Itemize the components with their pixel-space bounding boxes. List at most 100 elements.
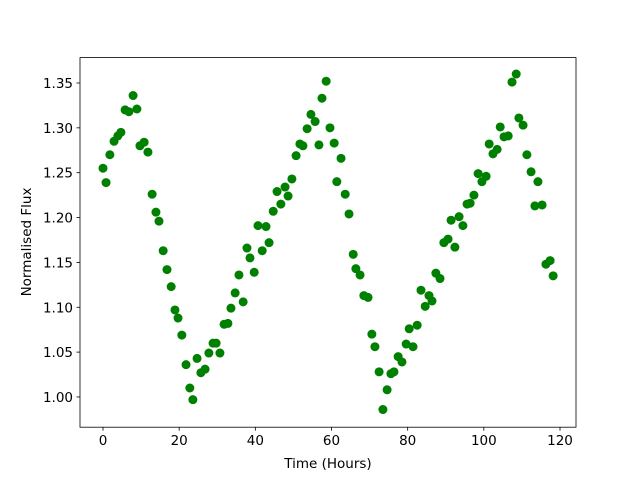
point [514,113,524,123]
point [317,93,327,103]
point [283,191,293,201]
x-axis-label: Time (Hours) [283,456,371,472]
point [329,138,339,148]
point [298,141,308,151]
y-axis-label: Normalised Flux [19,188,35,297]
x-tick-label: 120 [547,433,573,449]
point [257,246,267,256]
point [495,122,505,132]
point [181,360,191,370]
x-tick-label: 20 [171,433,188,449]
point [151,207,161,217]
point [101,178,111,188]
point [124,107,134,117]
x-tick-label: 100 [471,433,497,449]
point [253,221,263,231]
y-tick-label: 1.15 [43,255,73,271]
point [458,221,468,231]
y-tick-label: 1.10 [43,300,73,316]
point [98,163,108,173]
point [132,104,142,114]
point [340,189,350,199]
point [105,150,115,160]
point [314,140,324,150]
point [545,256,555,266]
point [389,367,399,377]
point [272,187,282,197]
point [242,243,252,253]
point [548,271,558,281]
point [332,177,342,187]
point [507,77,517,87]
point [344,209,354,219]
point [473,169,483,179]
point [211,338,221,348]
point [404,324,414,334]
point [435,274,445,284]
point [170,305,180,315]
point [484,139,494,149]
point [185,383,195,393]
point [370,342,380,352]
x-tick-label: 80 [399,433,416,449]
point [166,282,176,292]
point [234,270,244,280]
y-tick-label: 1.20 [43,211,73,227]
point [454,212,464,222]
y-tick-label: 1.30 [43,121,73,137]
y-tick-label: 1.35 [43,76,73,92]
point [264,238,274,248]
point [522,150,532,160]
point [325,123,335,133]
point [261,222,271,232]
point [336,153,346,163]
x-tick-label: 60 [323,433,340,449]
point [268,206,278,216]
point [412,320,422,330]
point [223,318,233,328]
point [382,385,392,395]
point [177,330,187,340]
point [374,367,384,377]
plot-frame [79,57,577,428]
point [408,342,418,352]
point [420,301,430,311]
point [511,69,521,79]
x-tick-label: 0 [99,433,108,449]
point [397,357,407,367]
point [249,267,259,277]
point [503,131,513,141]
point [276,199,286,209]
point [287,174,297,184]
y-tick-label: 1.25 [43,166,73,182]
point [154,216,164,226]
y-tick-label: 1.00 [43,390,73,406]
point [230,288,240,298]
point [401,339,411,349]
point [321,76,331,86]
point [238,297,248,307]
point [526,167,536,177]
point [481,171,491,181]
point [200,364,210,374]
point [443,234,453,244]
point [162,265,172,275]
point [427,296,437,306]
point [537,200,547,210]
y-tick-label: 1.05 [43,345,73,361]
point [139,137,149,147]
point [215,348,225,358]
point [188,395,198,405]
point [518,120,528,130]
point [302,124,312,134]
point [533,177,543,187]
point [226,303,236,313]
point [128,91,138,101]
point [446,215,456,225]
point [355,270,365,280]
point [147,189,157,199]
point [465,198,475,208]
point [158,246,168,256]
